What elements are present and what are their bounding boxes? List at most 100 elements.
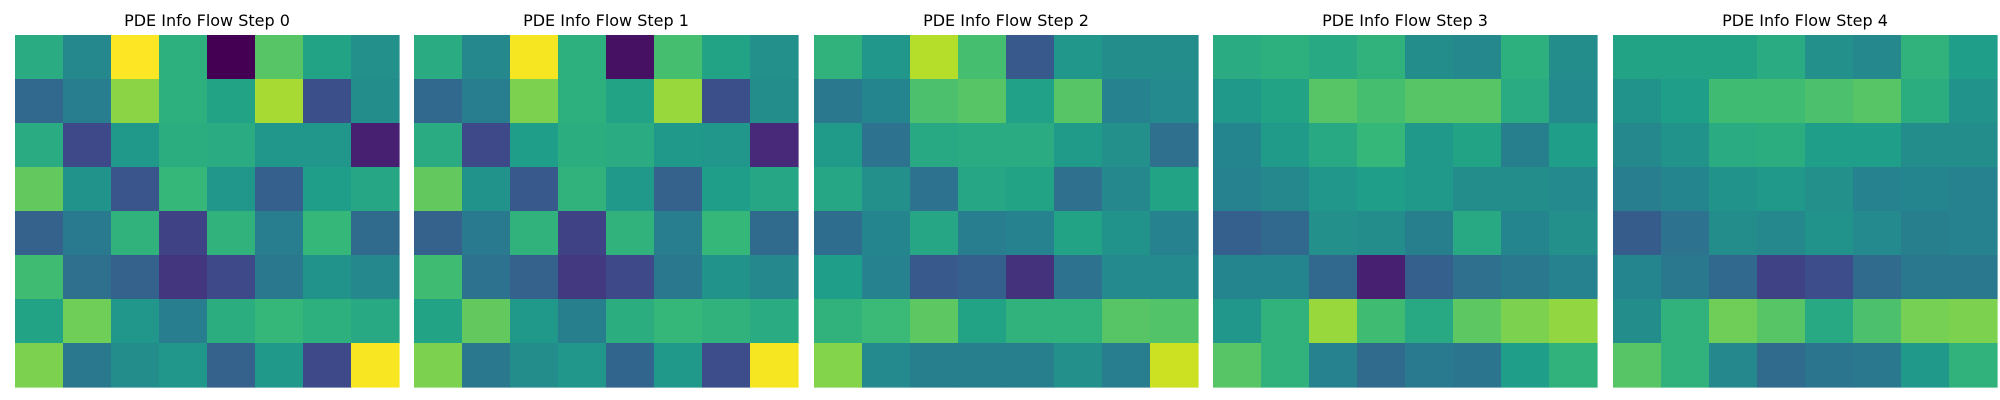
heatmap-cell [958,211,1007,256]
heatmap-cell [750,255,799,300]
heatmap-cell [1613,211,1662,256]
heatmap-cell [702,35,751,80]
heatmap-cell [910,343,959,388]
heatmap-cell [1006,343,1055,388]
heatmap-panel-0: PDE Info Flow Step 0 [15,11,400,388]
heatmap-cell [814,79,863,124]
heatmap-cell [414,123,463,168]
heatmap-cell [606,79,655,124]
panel-title: PDE Info Flow Step 4 [1722,11,1888,30]
heatmap-cell [1949,79,1998,124]
heatmap-cell [159,299,208,344]
heatmap-cell [1006,211,1055,256]
heatmap-cell [1501,299,1550,344]
heatmap-cell [1853,299,1902,344]
heatmap-cell [207,167,256,212]
heatmap-cell [1853,255,1902,300]
heatmap-cell [1453,123,1502,168]
heatmap-cell [702,123,751,168]
heatmap-cell [303,299,352,344]
heatmap-cell [1805,343,1854,388]
heatmap-cell [159,79,208,124]
heatmap-cell [1549,35,1598,80]
heatmap-cell [606,299,655,344]
heatmap-cell [111,35,160,80]
heatmap-cell [1213,123,1262,168]
heatmap-cell [750,299,799,344]
heatmap-cell [1213,343,1262,388]
heatmap-cell [654,211,703,256]
heatmap-cell [750,343,799,388]
heatmap-cell [303,343,352,388]
heatmap-cell [1661,79,1710,124]
heatmap-cell [462,211,511,256]
heatmap-cell [351,343,400,388]
heatmap-cell [1757,123,1806,168]
heatmap-cell [63,343,112,388]
heatmap-cell [1357,211,1406,256]
heatmap-cell [111,167,160,212]
heatmap-cell [702,79,751,124]
heatmap-cell [1661,35,1710,80]
heatmap-cell [1102,299,1151,344]
heatmap-cell [1405,167,1454,212]
heatmap-cell [63,299,112,344]
heatmap-cell [814,255,863,300]
heatmap-cell [414,167,463,212]
heatmap-cell [15,35,64,80]
heatmap-cell [910,255,959,300]
heatmap-cell [1709,123,1758,168]
heatmap-cell [1006,35,1055,80]
heatmap-cell [303,211,352,256]
heatmap-cell [63,79,112,124]
heatmap-cell [654,35,703,80]
heatmap-cell [1309,211,1358,256]
heatmap-cell [1501,79,1550,124]
heatmap-cell [1405,211,1454,256]
heatmap-cell [1709,343,1758,388]
heatmap-cell [702,299,751,344]
heatmap-cell [462,255,511,300]
heatmap-cell [862,79,911,124]
heatmap-cell [1853,343,1902,388]
heatmap-cell [862,343,911,388]
heatmap-cell [63,123,112,168]
heatmap-cell [1901,211,1950,256]
heatmap-cell [1102,123,1151,168]
heatmap-cell [510,299,559,344]
heatmap-cell [255,299,304,344]
heatmap-cell [1150,255,1199,300]
heatmap-cell [1054,299,1103,344]
heatmap-cell [1805,35,1854,80]
heatmap-cell [1357,299,1406,344]
heatmap-cell [910,211,959,256]
heatmap-cell [1150,79,1199,124]
heatmap-cell [654,167,703,212]
heatmap-cell [1949,255,1998,300]
heatmap-cell [1261,211,1310,256]
heatmap-cell [606,123,655,168]
heatmap-cell [510,167,559,212]
heatmap-cell [255,255,304,300]
heatmap-cell [1309,167,1358,212]
heatmap-cell [510,123,559,168]
heatmap-cell [1805,123,1854,168]
heatmap-cell [1661,299,1710,344]
heatmap-cell [1757,35,1806,80]
heatmap-cell [1006,123,1055,168]
heatmap-cell [1453,343,1502,388]
heatmap-cell [606,211,655,256]
heatmap-cell [1709,299,1758,344]
heatmap-cell [750,211,799,256]
heatmap-cell [1453,167,1502,212]
heatmap-cell [1661,343,1710,388]
heatmap-cell [15,123,64,168]
heatmap-cell [1309,299,1358,344]
heatmap-cell [1805,167,1854,212]
heatmap-cell [1006,299,1055,344]
heatmap-cell [1261,35,1310,80]
heatmap-cell [558,79,607,124]
heatmap-cell [862,167,911,212]
heatmap-cell [303,123,352,168]
heatmap-cell [303,35,352,80]
